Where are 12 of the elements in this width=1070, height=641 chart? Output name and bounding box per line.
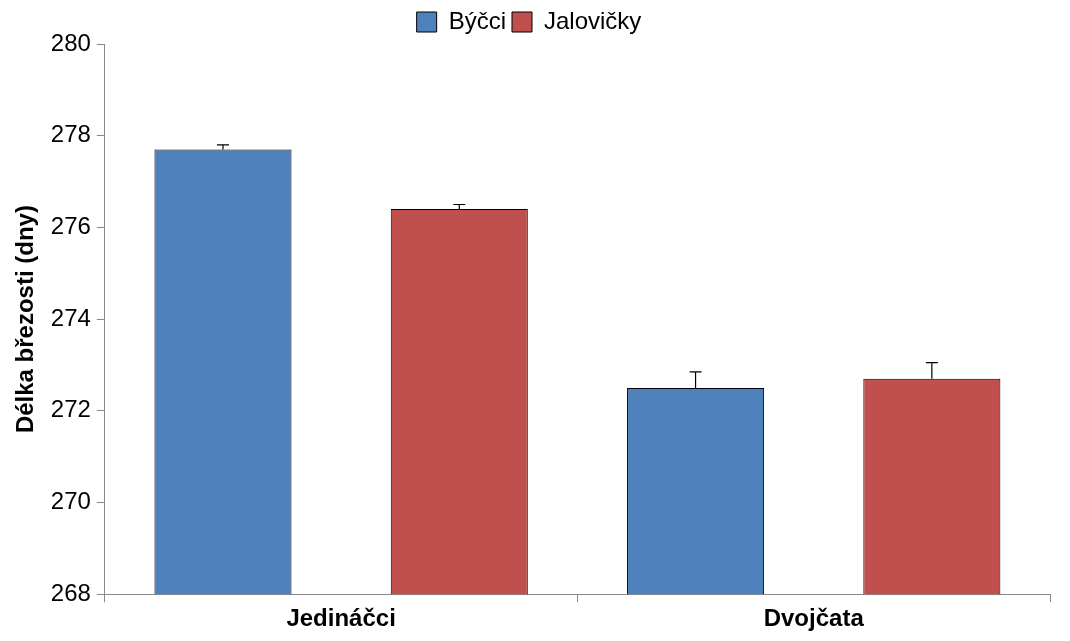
x-tick-label: Dvojčata: [763, 604, 865, 632]
y-tick-label: 276: [50, 212, 91, 240]
y-tick-label: 274: [50, 303, 91, 331]
y-tick-label: 280: [50, 28, 91, 56]
y-tick-label: 272: [50, 395, 91, 423]
legend-label: Býčci: [448, 6, 506, 34]
legend-label: Jalovičky: [543, 6, 642, 34]
x-tick-label: Jedináčci: [286, 604, 396, 632]
y-tick-label: 270: [50, 487, 91, 515]
y-tick-label: 278: [50, 120, 91, 148]
y-axis-title: Délka březosti (dny): [11, 205, 39, 434]
y-tick-label: 268: [50, 578, 91, 606]
